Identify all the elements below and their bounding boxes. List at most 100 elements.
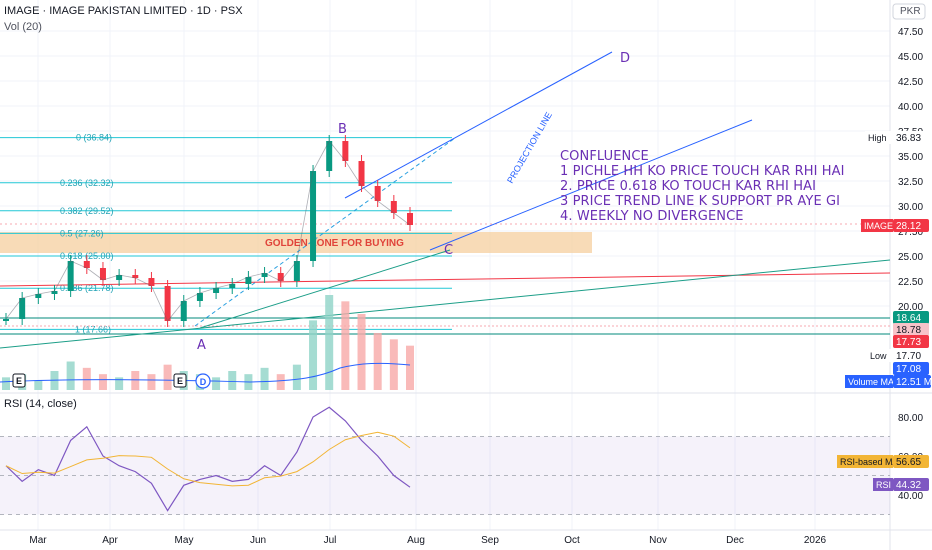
volume-bar-9 [147,374,156,390]
price-tick-7: 30.00 [898,202,923,213]
point-label-b: B [338,122,347,137]
symbol-price-badge-tag [861,219,893,232]
volume-bar-18 [292,364,301,390]
time-tick-0: Mar [29,535,47,546]
long-trend-line[interactable] [0,259,891,349]
candle-body-8[interactable] [132,275,139,278]
currency-label: PKR [900,6,921,17]
volume-bar-22 [357,314,366,390]
confluence-title: CONFLUENCE [560,149,649,164]
level-badge-3-box [893,335,929,348]
level-badge-1-box [893,311,929,324]
fib-level-label-6: 1 (17.66) [75,324,111,334]
rsi-ma-badge-tag-text: RSI-based MA [840,457,899,467]
candle-body-3[interactable] [51,291,58,294]
level-badge-3-text: 17.73 [896,337,921,348]
price-path [5,140,411,322]
rsi-indicator-label[interactable]: RSI (14, close) [4,398,77,410]
golden-zone-box [0,232,592,253]
rsi-ma-badge-text: 56.65 [896,457,921,468]
candle-body-22[interactable] [358,161,365,186]
rsi-ma-line[interactable] [5,431,411,487]
volume-bar-2 [34,380,43,390]
volume-bar-19 [309,320,318,390]
fib-level-label-2: 0.382 (29.52) [60,206,114,216]
candle-body-14[interactable] [229,284,236,288]
currency-box[interactable] [892,3,926,20]
candle-body-24[interactable] [390,201,397,213]
earnings-marker-2-shape[interactable] [173,373,187,388]
point-label-d: D [620,51,630,66]
time-tick-9: Dec [726,535,744,546]
level-badge-1-text: 18.64 [896,313,921,324]
candle-body-2[interactable] [35,294,42,298]
volume-badge-text: 17.08 [896,364,921,375]
volume-ma-badge-tag [845,375,893,388]
candle-body-13[interactable] [213,288,220,293]
candle-body-0[interactable] [3,319,9,321]
price-tick-6: 32.50 [898,177,923,188]
candle-body-10[interactable] [164,286,171,321]
candle-body-7[interactable] [116,275,123,280]
golden-zone-label: GOLDEN ZONE FOR BUYING [265,238,404,249]
projection-line[interactable] [344,51,613,199]
price-tick-1: 45.00 [898,52,923,63]
volume-bar-14 [228,371,237,390]
candle-body-25[interactable] [407,213,413,225]
symbol-price-badge-tag-text: IMAGE [864,221,893,231]
level-badge-2-text: 18.78 [896,325,921,336]
price-tick-0: 47.50 [898,27,923,38]
candle-body-4[interactable] [67,261,74,291]
rsi-band [0,436,890,515]
candle-body-21[interactable] [342,141,349,161]
time-tick-2: May [175,535,194,546]
symbol-price-badge-box [893,219,929,232]
channel-dashed-line[interactable] [194,137,456,327]
candle-body-19[interactable] [310,171,317,261]
candle-body-18[interactable] [293,261,300,281]
candle-body-12[interactable] [196,293,203,301]
price-tick-2: 42.50 [898,77,923,88]
candle-body-17[interactable] [277,273,284,281]
dividend-marker-shape[interactable] [195,373,211,389]
candle-body-1[interactable] [19,298,26,319]
rsi-ma-badge-tag [837,455,893,468]
candle-body-11[interactable] [180,301,187,321]
candle-body-15[interactable] [245,277,252,284]
earnings-marker-1-shape[interactable] [12,373,26,388]
fib-level-label-1: 0.236 (32.32) [60,178,114,188]
time-tick-7: Oct [564,535,580,546]
projection-line-lower[interactable] [429,119,753,251]
volume-indicator-label[interactable]: Vol (20) [4,21,42,33]
volume-ma-line [0,362,411,383]
volume-bar-0 [2,377,10,390]
rsi-tick-0: 80.00 [898,413,923,424]
candle-body-23[interactable] [374,186,381,201]
price-tick-8: 27.50 [898,227,923,238]
time-tick-8: Nov [649,535,667,546]
volume-badge-box [893,362,929,375]
low-badge-tag [867,349,893,362]
confluence-line-2: 2. PRICE 0.618 KO TOUCH KAR RHI HAI [560,179,816,194]
volume-ma-badge-box [893,375,931,388]
rsi-line[interactable] [5,406,411,512]
volume-ma-badge-tag-text: Volume MA [848,377,894,387]
rsi-badge-box [893,478,929,491]
candle-body-9[interactable] [148,278,155,286]
volume-bar-6 [98,374,107,390]
candle-body-16[interactable] [261,273,268,277]
candle-body-6[interactable] [99,268,106,280]
point-label-c: C [444,243,453,258]
price-tick-3: 40.00 [898,102,923,113]
volume-bar-23 [373,333,382,390]
candle-body-5[interactable] [83,261,90,268]
earnings-marker-2-label: E [177,376,183,386]
volume-bar-25 [406,345,414,390]
rsi-tick-2: 40.00 [898,491,923,502]
support-trend-line[interactable] [199,249,451,329]
candle-body-20[interactable] [326,141,333,171]
high-badge-tag [865,131,893,144]
fib-level-label-5: 0.786 (21.78) [60,283,114,293]
volume-bar-16 [260,367,269,390]
